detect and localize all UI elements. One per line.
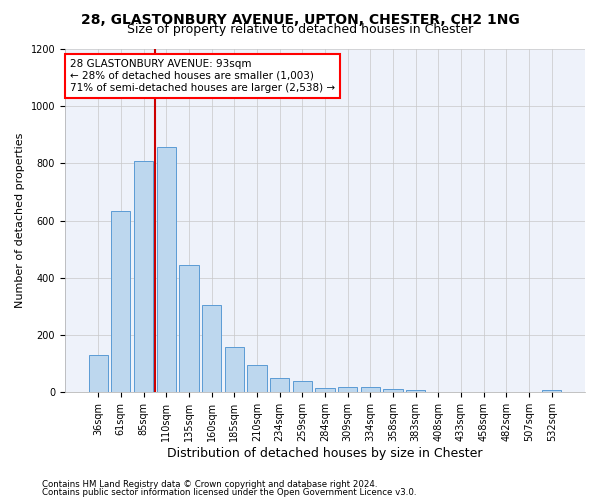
Bar <box>316 388 335 392</box>
Y-axis label: Number of detached properties: Number of detached properties <box>15 133 25 308</box>
Bar <box>361 387 380 392</box>
X-axis label: Distribution of detached houses by size in Chester: Distribution of detached houses by size … <box>167 447 483 460</box>
Bar <box>542 390 562 392</box>
Bar <box>224 347 244 393</box>
Text: Contains public sector information licensed under the Open Government Licence v3: Contains public sector information licen… <box>42 488 416 497</box>
Text: Size of property relative to detached houses in Chester: Size of property relative to detached ho… <box>127 22 473 36</box>
Bar <box>247 365 266 392</box>
Bar <box>383 389 403 392</box>
Text: 28 GLASTONBURY AVENUE: 93sqm
← 28% of detached houses are smaller (1,003)
71% of: 28 GLASTONBURY AVENUE: 93sqm ← 28% of de… <box>70 60 335 92</box>
Bar <box>338 386 357 392</box>
Bar <box>111 210 130 392</box>
Bar <box>89 355 108 393</box>
Bar <box>157 147 176 392</box>
Text: Contains HM Land Registry data © Crown copyright and database right 2024.: Contains HM Land Registry data © Crown c… <box>42 480 377 489</box>
Bar <box>293 382 312 392</box>
Text: 28, GLASTONBURY AVENUE, UPTON, CHESTER, CH2 1NG: 28, GLASTONBURY AVENUE, UPTON, CHESTER, … <box>80 12 520 26</box>
Bar <box>270 378 289 392</box>
Bar <box>406 390 425 392</box>
Bar <box>134 161 153 392</box>
Bar <box>179 265 199 392</box>
Bar <box>202 305 221 392</box>
